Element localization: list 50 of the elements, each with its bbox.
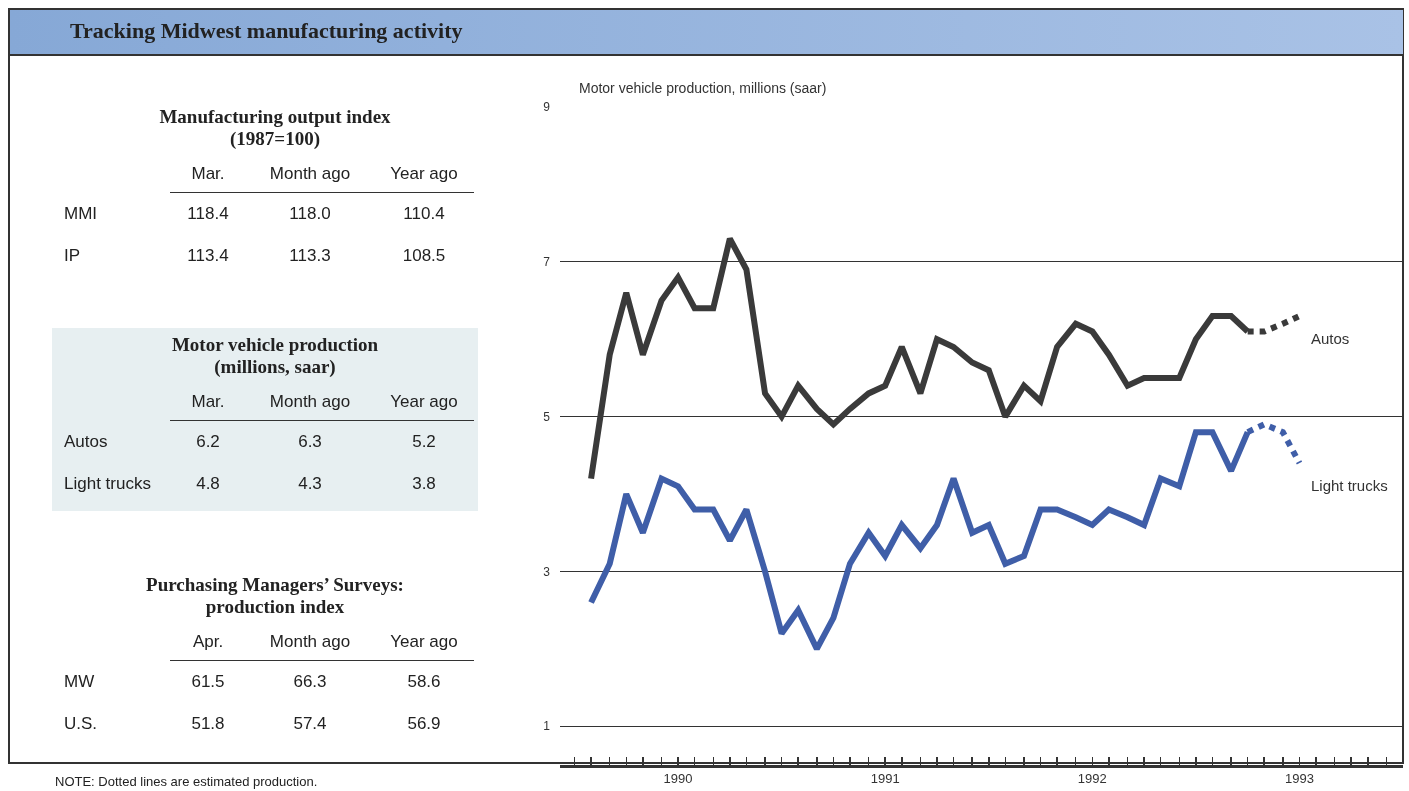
text: Purchasing Managers’ Surveys: production index — [145, 574, 405, 618]
category-label: Light trucks — [64, 474, 151, 493]
text: 56.9 — [407, 714, 441, 733]
category-label: Year ago — [374, 624, 474, 661]
series-label: Autos — [1311, 330, 1350, 347]
text: 118.4 — [187, 204, 229, 223]
text: NOTE: Dotted lines are estimated production. — [55, 774, 318, 789]
text: 61.5 — [191, 672, 225, 691]
text: 113.3 — [289, 246, 331, 265]
text: 66.3 — [293, 672, 327, 691]
category-label: Month ago — [246, 156, 374, 193]
x-tick-label: 1992 — [1077, 771, 1107, 787]
y-axis-title: Motor vehicle production, millions (saar) — [579, 80, 827, 96]
text: 118.0 — [289, 204, 331, 223]
category-label: MW — [64, 671, 95, 691]
text: 113.4 — [187, 246, 229, 265]
text: Tracking Midwest manufacturing activity — [70, 18, 463, 44]
text: Motor vehicle production (millions, saar) — [170, 334, 380, 378]
category-label: MMI — [64, 203, 98, 223]
text: Manufacturing output index (1987=100) — [158, 106, 392, 150]
text: 5.2 — [412, 432, 436, 451]
x-tick-label: 1993 — [1284, 771, 1314, 787]
text: 4.8 — [196, 474, 220, 493]
category-label: Mar. — [170, 384, 246, 421]
text: 110.4 — [403, 204, 445, 223]
text: 3.8 — [412, 474, 436, 493]
text: 6.2 — [196, 432, 220, 451]
y-tick-label: 5 — [543, 409, 551, 424]
text: 6.3 — [298, 432, 322, 451]
text: 108.5 — [402, 246, 446, 265]
category-label: Month ago — [246, 624, 374, 661]
category-label: Year ago — [374, 156, 474, 193]
y-tick-label: 7 — [543, 255, 551, 270]
y-tick-label: 3 — [543, 564, 551, 579]
series-label: Light trucks — [1311, 477, 1388, 494]
x-tick-label: 1990 — [663, 771, 693, 787]
category-label: Apr. — [170, 624, 246, 661]
text: 51.8 — [191, 714, 225, 733]
category-label: Year ago — [374, 384, 474, 421]
category-label: IP — [64, 246, 81, 265]
text: 58.6 — [407, 672, 441, 691]
text: 57.4 — [293, 714, 327, 733]
category-label: Mar. — [170, 156, 246, 193]
category-label: U.S. — [64, 714, 98, 733]
y-tick-label: 9 — [543, 100, 551, 115]
text: 4.3 — [298, 474, 322, 493]
category-label: Month ago — [246, 384, 374, 421]
category-label: Autos — [64, 431, 108, 451]
x-tick-label: 1991 — [870, 771, 900, 787]
y-tick-label: 1 — [543, 719, 551, 734]
